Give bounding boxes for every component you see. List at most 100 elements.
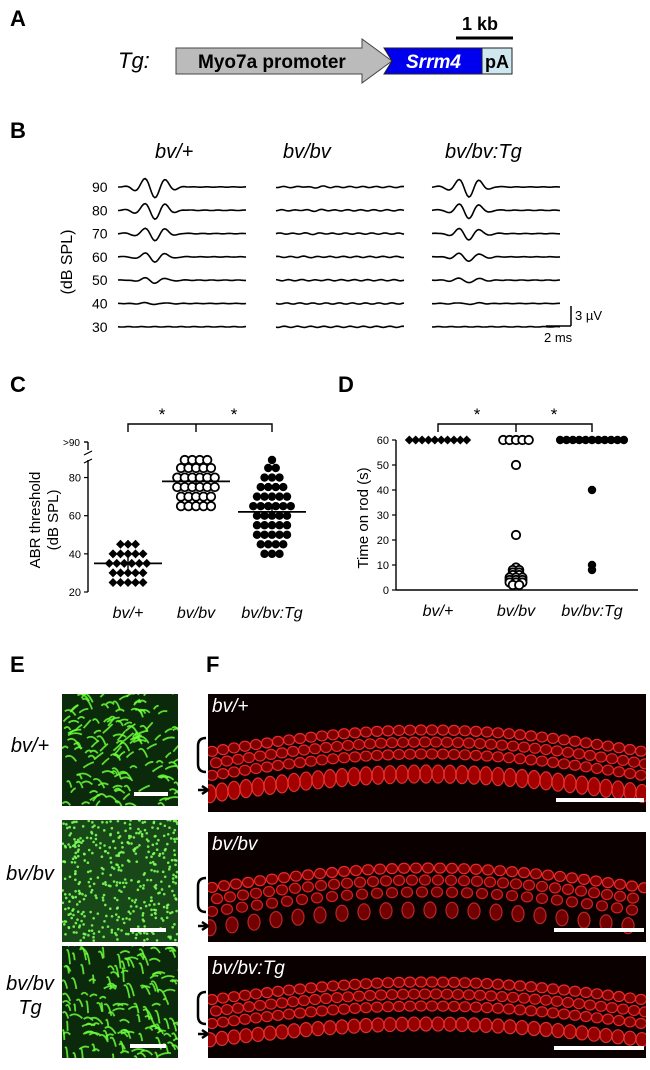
hair-cell (530, 994, 541, 1004)
hair-cell (252, 778, 264, 796)
green-bundle (144, 694, 151, 696)
hair-cell (264, 776, 276, 794)
green-bundle (63, 994, 71, 1001)
hair-cell (231, 879, 242, 889)
c-category-label: bv/+ (113, 605, 144, 622)
green-speck (90, 831, 93, 834)
green-speck (155, 842, 158, 845)
green-speck (117, 928, 120, 931)
hair-cell (570, 760, 581, 770)
green-speck (150, 914, 153, 917)
d-series-1 (405, 436, 471, 445)
green-bundle (120, 1020, 130, 1023)
hair-cell (229, 1016, 240, 1026)
hair-cell (339, 729, 350, 739)
hair-cell (405, 1001, 416, 1011)
hair-cell (591, 876, 602, 886)
green-speck (149, 862, 152, 865)
green-speck (174, 864, 177, 867)
hair-cell (396, 765, 408, 783)
hair-cell (526, 731, 537, 741)
green-bundle (79, 1047, 89, 1050)
time-scale-label: 2 ms (544, 330, 573, 345)
hair-cell (240, 1029, 252, 1043)
green-speck (147, 845, 150, 848)
hair-cell (537, 732, 548, 742)
amplitude-scale-label: 3 µV (575, 308, 602, 323)
green-speck (174, 939, 177, 942)
green-bundle (150, 984, 156, 992)
green-speck (173, 854, 176, 857)
hair-cell (380, 903, 392, 919)
c-ylabel: ABR threshold(dB SPL) (27, 472, 62, 569)
green-bundle (154, 706, 159, 709)
green-speck (117, 836, 120, 839)
green-speck (74, 878, 77, 881)
green-bundle (84, 720, 91, 728)
hair-cell (399, 863, 410, 873)
d-series-3 (556, 436, 628, 574)
green-bundle (134, 1003, 139, 1013)
green-speck (151, 826, 154, 829)
d-sig-star: * (474, 405, 481, 424)
hair-cell (576, 776, 588, 794)
green-speck (81, 913, 84, 916)
green-speck (88, 929, 91, 932)
hair-cell (614, 743, 625, 753)
green-speck (153, 863, 156, 866)
e-label-3: bv/bv Tg (0, 972, 60, 1020)
hair-cell (480, 767, 492, 785)
hair-cell (396, 1017, 408, 1031)
green-bundle (127, 752, 134, 758)
green-speck (83, 898, 86, 901)
hair-cell (427, 749, 438, 759)
hair-cell (416, 749, 427, 759)
hair-cell (548, 757, 559, 767)
green-speck (109, 857, 112, 860)
green-speck (91, 924, 94, 927)
hair-cell (375, 864, 386, 874)
green-speck (77, 839, 80, 842)
hair-cell (603, 1014, 614, 1024)
green-speck (74, 855, 77, 858)
hair-cell (504, 729, 515, 739)
hair-cell (460, 726, 471, 736)
green-speck (172, 874, 175, 877)
data-point (268, 492, 276, 500)
hair-cell (555, 871, 566, 881)
hair-cell (284, 735, 295, 745)
hair-cell (273, 760, 284, 770)
e-label-3-line-2: Tg (0, 996, 60, 1020)
genotype-header-1: bv/+ (155, 141, 193, 163)
hair-cell (327, 867, 338, 877)
green-speck (146, 879, 149, 882)
green-bundle (143, 1007, 149, 1020)
green-bundle (65, 756, 76, 761)
hair-cell (394, 875, 405, 885)
data-point (260, 492, 268, 500)
hair-cell (218, 993, 229, 1003)
data-point (207, 464, 215, 472)
green-speck (121, 846, 124, 849)
db-spl-axis-label: (dB SPL) (59, 230, 76, 295)
green-bundle (137, 1015, 139, 1022)
hair-cell (372, 726, 383, 736)
green-speck (92, 939, 95, 942)
hair-cell (567, 897, 578, 907)
green-bundle (74, 1004, 75, 1011)
green-speck (107, 852, 110, 855)
hair-cell (486, 991, 497, 1001)
green-bundle (158, 711, 167, 714)
hair-cell (629, 1005, 640, 1015)
hair-cell (552, 1024, 564, 1038)
hair-cell (306, 756, 317, 766)
hair-cell (564, 1025, 576, 1039)
hair-cell (600, 1028, 612, 1042)
hair-cell (310, 995, 321, 1005)
abr-trace (276, 256, 404, 258)
green-speck (118, 889, 121, 892)
hair-cell (471, 750, 482, 760)
data-point (515, 581, 523, 589)
green-bundle (78, 717, 85, 719)
data-point (257, 502, 265, 510)
